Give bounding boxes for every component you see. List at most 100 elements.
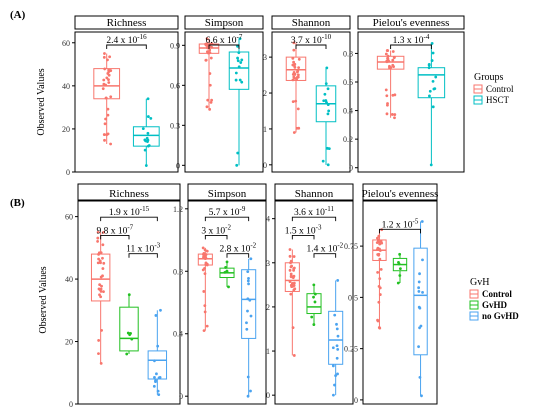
data-point [109, 142, 112, 146]
data-point [292, 131, 296, 134]
data-point [99, 289, 103, 293]
facet-title: Simpson [205, 17, 244, 29]
y-tick-label: 0.8 [173, 267, 183, 276]
data-point [313, 300, 317, 304]
data-point [418, 326, 421, 330]
data-point [292, 255, 296, 258]
data-point [297, 57, 301, 61]
data-point [205, 105, 209, 109]
significance-annotation: 1.9 x 10-15 [100, 205, 158, 222]
legend-label: Control [482, 289, 512, 299]
data-point [335, 322, 338, 326]
significance-annotation: 11 x 10-3 [126, 242, 161, 258]
significance-annotation: 5.7 x 10-9 [204, 205, 250, 222]
data-point [377, 234, 381, 238]
p-value-base: 1.2 x 10 [382, 220, 413, 230]
data-point [144, 164, 148, 167]
data-point [208, 72, 212, 75]
data-point [246, 297, 250, 301]
data-point [376, 270, 380, 274]
data-point [297, 66, 301, 70]
p-value-label: 1.3 x 10-4 [393, 33, 430, 46]
data-point [203, 267, 206, 270]
data-point [312, 295, 315, 299]
significance-annotation: 6.6 x 10-7 [206, 33, 243, 49]
data-point [127, 293, 131, 297]
data-point [376, 319, 380, 323]
legend-item: Control [469, 289, 512, 299]
data-point [236, 151, 240, 155]
data-point [333, 313, 337, 317]
data-point [227, 285, 230, 289]
data-point [296, 73, 300, 77]
data-point [378, 293, 382, 296]
y-tick-label: 3 [266, 259, 270, 268]
data-point [154, 380, 157, 384]
box-hsct [417, 42, 446, 167]
data-point [202, 252, 206, 255]
data-point [104, 117, 107, 121]
data-point [209, 101, 213, 104]
data-point [310, 315, 314, 319]
data-point [234, 71, 238, 75]
data-point [334, 374, 337, 378]
data-point [326, 146, 329, 150]
data-point [107, 73, 111, 77]
data-point [384, 52, 388, 56]
data-point [430, 59, 434, 62]
data-point [391, 50, 395, 53]
significance-bracket [226, 253, 250, 258]
plot-panel [271, 31, 351, 173]
data-point [102, 230, 105, 234]
data-point [336, 347, 340, 351]
box-control [284, 248, 300, 357]
p-value-base: 2.8 x 10 [219, 245, 250, 255]
p-value-label: 3 x 10-2 [201, 223, 231, 236]
data-point [224, 266, 228, 269]
data-point [379, 240, 383, 243]
data-point [312, 323, 316, 326]
p-value-exponent: -15 [140, 205, 150, 213]
data-point [391, 58, 395, 62]
data-point [417, 345, 420, 349]
p-value-base: 5.7 x 10 [209, 208, 240, 218]
facet-strip [184, 15, 264, 30]
significance-bracket [313, 253, 337, 258]
data-point [202, 290, 206, 293]
legend-item: GvHD [469, 300, 508, 310]
y-tick-label: 60 [65, 213, 73, 222]
significance-bracket [128, 253, 158, 258]
data-point [203, 310, 207, 314]
data-point [433, 87, 437, 91]
data-point [430, 42, 434, 45]
data-point [146, 144, 150, 148]
data-point [106, 113, 110, 117]
box-gvhd [219, 260, 235, 289]
data-point [292, 266, 296, 270]
y-tick-label: 0.75 [344, 242, 358, 251]
data-point [313, 292, 317, 296]
data-point [378, 257, 382, 261]
data-point [146, 131, 150, 135]
y-tick-label: 0.3 [170, 121, 180, 130]
box-iqr [328, 310, 344, 365]
p-value-label: 1.4 x 10-2 [306, 242, 343, 255]
facet-title: Simpson [208, 188, 247, 200]
data-point [246, 279, 250, 283]
p-value-label: 3.7 x 10-10 [291, 33, 332, 46]
data-point [105, 76, 109, 80]
data-point [96, 230, 100, 234]
data-point [101, 243, 105, 247]
box-control [197, 246, 213, 333]
p-value-label: 1.5 x 10-3 [285, 223, 322, 236]
data-point [203, 272, 207, 276]
data-point [97, 287, 101, 291]
data-point [378, 277, 382, 281]
data-point [418, 272, 421, 276]
data-point [290, 264, 294, 268]
facet-strip [77, 183, 181, 201]
facet-strip [274, 183, 354, 201]
significance-bracket [208, 44, 240, 49]
data-point [205, 37, 209, 41]
p-value-base: 11 x 10 [126, 245, 154, 255]
